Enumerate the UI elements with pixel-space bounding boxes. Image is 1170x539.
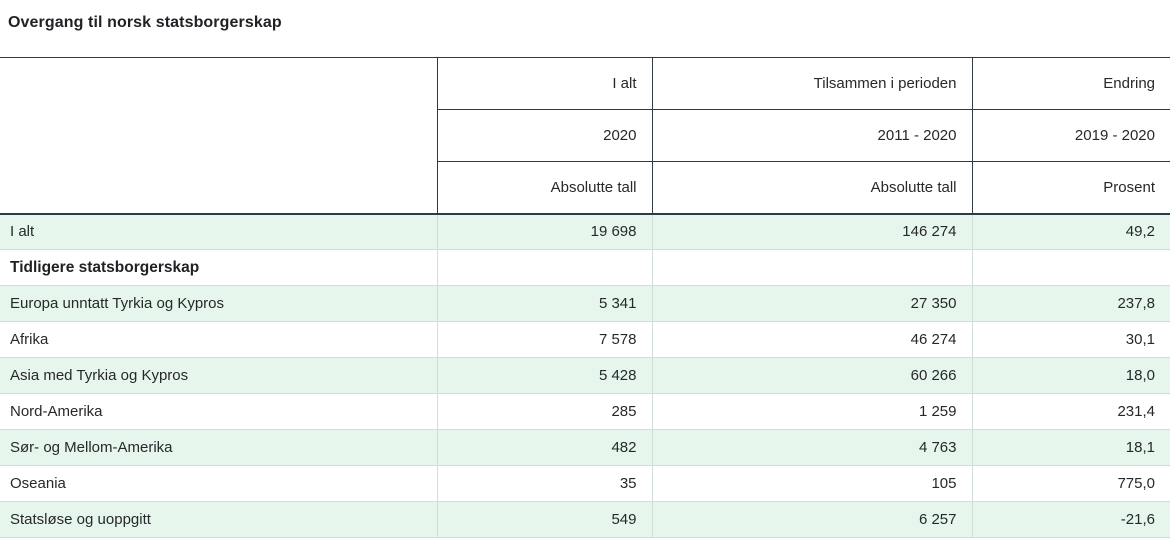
cell-ialt-2020: 5 341 xyxy=(436,285,652,322)
table-section-row: Tidligere statsborgerskap xyxy=(0,249,1170,286)
row-label: Statsløse og uoppgitt xyxy=(0,501,437,538)
cell-tilsammen: 105 xyxy=(651,465,972,502)
section-label: Tidligere statsborgerskap xyxy=(0,249,437,286)
header-unit-prosent: Prosent xyxy=(971,161,1170,215)
cell-tilsammen: 4 763 xyxy=(651,429,972,466)
cell-endring: 18,1 xyxy=(971,429,1170,466)
table-row: Afrika 7 578 46 274 30,1 xyxy=(0,321,1170,358)
table-row: Oseania 35 105 775,0 xyxy=(0,465,1170,502)
cell-endring: 18,0 xyxy=(971,357,1170,394)
cell-tilsammen: 46 274 xyxy=(651,321,972,358)
table-row: I alt 19 698 146 274 49,2 xyxy=(0,213,1170,250)
table-row: Europa unntatt Tyrkia og Kypros 5 341 27… xyxy=(0,285,1170,322)
cell-endring xyxy=(971,249,1170,286)
cell-ialt-2020: 7 578 xyxy=(436,321,652,358)
header-col-ialt: I alt xyxy=(437,57,652,110)
cell-tilsammen: 1 259 xyxy=(651,393,972,430)
header-unit-absolutte-2: Absolutte tall xyxy=(651,161,972,215)
row-label: I alt xyxy=(0,213,437,250)
row-label: Europa unntatt Tyrkia og Kypros xyxy=(0,285,437,322)
header-row-period: 2020 2011 - 2020 2019 - 2020 xyxy=(0,109,1170,162)
cell-ialt-2020: 5 428 xyxy=(436,357,652,394)
cell-tilsammen: 27 350 xyxy=(651,285,972,322)
header-row-measure: I alt Tilsammen i perioden Endring xyxy=(0,57,1170,215)
row-label: Afrika xyxy=(0,321,437,358)
cell-tilsammen: 146 274 xyxy=(651,213,972,250)
page-title: Overgang til norsk statsborgerskap xyxy=(8,14,282,31)
table-body: I alt 19 698 146 274 49,2 Tidligere stat… xyxy=(0,213,1170,538)
statistics-table: I alt Tilsammen i perioden Endring 2020 … xyxy=(0,57,1170,538)
header-col-tilsammen: Tilsammen i perioden xyxy=(651,57,972,110)
table-row: Sør- og Mellom-Amerika 482 4 763 18,1 xyxy=(0,429,1170,466)
cell-ialt-2020: 482 xyxy=(436,429,652,466)
header-period-2019-2020: 2019 - 2020 xyxy=(971,109,1170,162)
header-stub-cell xyxy=(0,57,438,215)
table-row: Asia med Tyrkia og Kypros 5 428 60 266 1… xyxy=(0,357,1170,394)
cell-ialt-2020 xyxy=(436,249,652,286)
header-period-2020: 2020 xyxy=(437,109,652,162)
cell-tilsammen: 60 266 xyxy=(651,357,972,394)
cell-ialt-2020: 19 698 xyxy=(436,213,652,250)
header-row-unit: Absolutte tall Absolutte tall Prosent xyxy=(0,161,1170,215)
cell-tilsammen: 6 257 xyxy=(651,501,972,538)
table-header: I alt Tilsammen i perioden Endring 2020 … xyxy=(0,57,1170,215)
row-label: Nord-Amerika xyxy=(0,393,437,430)
header-period-2011-2020: 2011 - 2020 xyxy=(651,109,972,162)
row-label: Oseania xyxy=(0,465,437,502)
cell-endring: -21,6 xyxy=(971,501,1170,538)
row-label: Sør- og Mellom-Amerika xyxy=(0,429,437,466)
header-col-endring: Endring xyxy=(971,57,1170,110)
cell-endring: 231,4 xyxy=(971,393,1170,430)
table-row: Nord-Amerika 285 1 259 231,4 xyxy=(0,393,1170,430)
table-row: Statsløse og uoppgitt 549 6 257 -21,6 xyxy=(0,501,1170,538)
cell-ialt-2020: 285 xyxy=(436,393,652,430)
row-label: Asia med Tyrkia og Kypros xyxy=(0,357,437,394)
header-unit-absolutte-1: Absolutte tall xyxy=(437,161,652,215)
cell-ialt-2020: 549 xyxy=(436,501,652,538)
cell-tilsammen xyxy=(651,249,972,286)
cell-endring: 237,8 xyxy=(971,285,1170,322)
cell-ialt-2020: 35 xyxy=(436,465,652,502)
cell-endring: 775,0 xyxy=(971,465,1170,502)
cell-endring: 49,2 xyxy=(971,213,1170,250)
cell-endring: 30,1 xyxy=(971,321,1170,358)
